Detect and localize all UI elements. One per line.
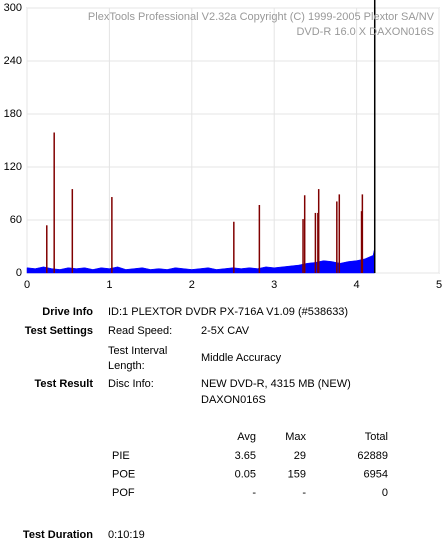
cell: 0.05	[235, 468, 256, 480]
label: Read Speed:	[108, 325, 172, 337]
label: Test Result	[35, 378, 94, 390]
label: Test Settings	[25, 325, 93, 337]
column-header: Max	[285, 431, 306, 443]
cell: 3.65	[235, 450, 256, 462]
value: 0:10:19	[108, 529, 145, 541]
row-label: POE	[112, 468, 135, 480]
label: Drive Info	[42, 306, 93, 318]
cell: -	[302, 487, 306, 499]
y-tick-label: 180	[4, 108, 22, 120]
x-tick-label: 0	[24, 279, 30, 291]
x-tick-label: 3	[271, 279, 277, 291]
value: NEW DVD-R, 4315 MB (NEW)	[201, 378, 351, 390]
chart-subtitle: DVD-R 16.0 X DAXON016S	[296, 26, 434, 38]
cell: 6954	[364, 468, 388, 480]
label: Test Interval	[108, 345, 167, 357]
label: Disc Info:	[108, 378, 154, 390]
chart-title: PlexTools Professional V2.32a Copyright …	[88, 11, 435, 23]
cell: 62889	[357, 450, 388, 462]
column-header: Avg	[237, 431, 256, 443]
value: Middle Accuracy	[201, 352, 282, 364]
cell: 29	[294, 450, 306, 462]
pie-area	[26, 247, 375, 274]
y-tick-label: 60	[10, 214, 22, 226]
y-tick-label: 300	[4, 2, 22, 14]
label: Length:	[108, 360, 145, 372]
value: 2-5X CAV	[201, 325, 250, 337]
value: DAXON016S	[201, 394, 266, 406]
column-header: Total	[365, 431, 388, 443]
x-tick-label: 2	[189, 279, 195, 291]
x-tick-label: 5	[436, 279, 442, 291]
row-label: PIE	[112, 450, 130, 462]
value: ID:1 PLEXTOR DVDR PX-716A V1.09 (#538633…	[108, 306, 348, 318]
cell: 159	[288, 468, 306, 480]
table: Avg Max Total PIE 3.65 29 62889 POE 0.05 159 6954 P…	[112, 431, 388, 499]
label: Test Duration	[23, 529, 93, 541]
y-tick-label: 120	[4, 161, 22, 173]
plot-frame	[26, 7, 440, 274]
x-tick-label: 1	[106, 279, 112, 291]
x-tick-label: 4	[354, 279, 360, 291]
chart	[26, 0, 440, 274]
y-tick-label: 240	[4, 55, 22, 67]
cell: 0	[382, 487, 388, 499]
row-label: POF	[112, 487, 135, 499]
cell: -	[252, 487, 256, 499]
y-tick-label: 0	[16, 267, 22, 279]
